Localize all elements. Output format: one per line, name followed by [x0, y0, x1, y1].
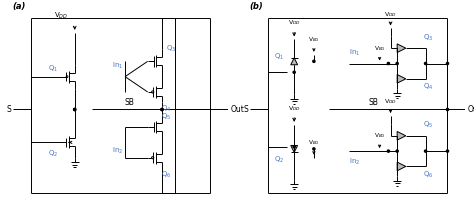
Circle shape [387, 62, 390, 65]
Text: Out: Out [230, 105, 244, 114]
Text: S: S [7, 105, 11, 114]
Text: Q$_1$: Q$_1$ [274, 52, 284, 62]
Text: In$_1$: In$_1$ [112, 61, 123, 71]
Text: In$_1$: In$_1$ [349, 48, 360, 58]
Circle shape [161, 108, 163, 111]
Circle shape [425, 150, 427, 152]
Text: V$_{BG}$: V$_{BG}$ [308, 35, 320, 44]
Polygon shape [291, 145, 298, 152]
Text: Q$_6$: Q$_6$ [161, 170, 171, 180]
Text: V$_{DD}$: V$_{DD}$ [288, 104, 301, 113]
Circle shape [313, 60, 315, 62]
Text: V$_{DD}$: V$_{DD}$ [384, 10, 397, 19]
Circle shape [425, 62, 427, 65]
Text: V$_{BG}$: V$_{BG}$ [308, 138, 320, 147]
Polygon shape [397, 131, 406, 140]
Text: Q$_6$: Q$_6$ [423, 170, 434, 180]
Text: Out: Out [467, 105, 474, 114]
Polygon shape [397, 74, 406, 83]
Circle shape [293, 71, 295, 73]
Text: V$_{DD}$: V$_{DD}$ [288, 18, 301, 27]
Circle shape [293, 146, 295, 148]
Text: Q$_3$: Q$_3$ [165, 44, 176, 54]
Text: Q$_1$: Q$_1$ [48, 64, 58, 74]
Circle shape [73, 108, 76, 111]
Circle shape [387, 150, 390, 152]
Circle shape [161, 108, 163, 111]
Circle shape [447, 108, 448, 111]
Text: Q$_2$: Q$_2$ [48, 149, 58, 159]
Text: Q$_4$: Q$_4$ [161, 104, 171, 114]
Text: Q$_5$: Q$_5$ [423, 120, 434, 130]
Text: Q$_3$: Q$_3$ [423, 32, 434, 43]
Text: V$_{DD}$: V$_{DD}$ [55, 11, 69, 21]
Polygon shape [397, 44, 406, 53]
Text: (b): (b) [249, 2, 263, 11]
Text: V$_{DD}$: V$_{DD}$ [384, 97, 397, 106]
Text: V$_{BG}$: V$_{BG}$ [374, 131, 385, 140]
Text: S: S [244, 105, 248, 114]
Text: In$_2$: In$_2$ [349, 157, 360, 167]
Text: SB: SB [125, 98, 135, 107]
Text: V$_{BG}$: V$_{BG}$ [374, 44, 385, 53]
Text: Q$_5$: Q$_5$ [161, 112, 171, 122]
Text: In$_2$: In$_2$ [112, 146, 123, 156]
Circle shape [313, 148, 315, 150]
Text: SB: SB [368, 98, 378, 107]
Polygon shape [397, 162, 406, 171]
Circle shape [447, 62, 448, 65]
Circle shape [396, 62, 398, 65]
Circle shape [73, 108, 76, 111]
Circle shape [396, 150, 398, 152]
Text: Q$_2$: Q$_2$ [274, 155, 284, 165]
Text: Q$_4$: Q$_4$ [423, 82, 434, 92]
Circle shape [447, 150, 448, 152]
Text: (a): (a) [12, 2, 26, 11]
Polygon shape [291, 58, 298, 65]
